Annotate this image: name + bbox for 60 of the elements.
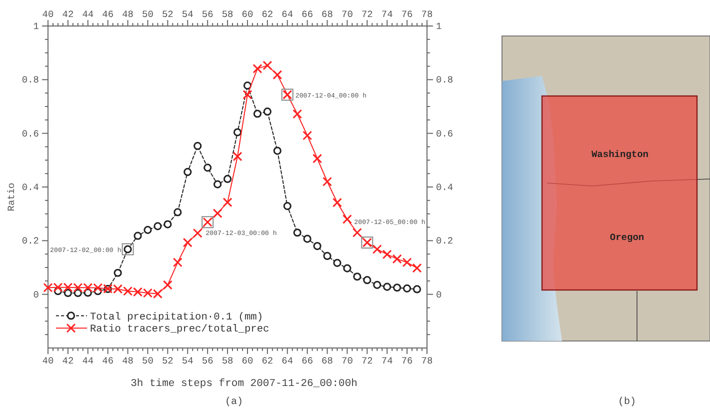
y2-tick-label: 0.6 xyxy=(436,128,454,140)
y2-tick-label: 0 xyxy=(436,289,442,300)
x-tick-label: 50 xyxy=(142,9,154,20)
y-tick-label: 0.4 xyxy=(22,182,40,194)
x-tick-label: 52 xyxy=(162,9,174,20)
x-tick-label: 62 xyxy=(262,9,274,20)
text: (b) xyxy=(618,396,636,408)
x-tick-label: 72 xyxy=(361,9,374,20)
x2-tick-label: 50 xyxy=(142,356,154,367)
x-tick-label: 68 xyxy=(322,9,334,20)
x2-tick-label: 78 xyxy=(421,356,433,367)
y2-tick-label: 1 xyxy=(436,21,442,32)
x-tick-label: 40 xyxy=(42,9,54,20)
x-tick-label: 78 xyxy=(421,9,433,20)
y-tick-label: 0.6 xyxy=(22,128,40,140)
x2-tick-label: 74 xyxy=(381,356,394,367)
x2-tick-label: 46 xyxy=(102,356,114,367)
x-tick-label: 74 xyxy=(381,9,394,20)
y-tick-label: 1 xyxy=(33,21,40,32)
x-tick-label: 66 xyxy=(302,9,314,20)
text: Oregon xyxy=(610,232,644,243)
y-tick-label: 0.8 xyxy=(22,74,40,86)
x2-tick-label: 42 xyxy=(62,356,74,367)
x2-tick-label: 62 xyxy=(262,356,274,367)
legend-label: Ratio tracers_prec/total_prec xyxy=(90,324,270,336)
x2-tick-label: 52 xyxy=(162,356,174,367)
x-axis-title: 3h time steps from 2007-11-26_00:00h xyxy=(130,378,358,390)
x2-tick-label: 44 xyxy=(82,356,94,367)
x2-tick-label: 76 xyxy=(401,356,414,367)
x-tick-label: 42 xyxy=(62,9,74,20)
y2-tick-label: 0.8 xyxy=(436,74,454,86)
x2-tick-label: 64 xyxy=(282,356,294,367)
x-tick-label: 58 xyxy=(222,9,234,20)
x-tick-label: 56 xyxy=(202,9,214,20)
x2-tick-label: 72 xyxy=(361,356,374,367)
y2-tick-label: 0.2 xyxy=(436,236,454,247)
x2-tick-label: 66 xyxy=(302,356,314,367)
x2-tick-label: 70 xyxy=(342,356,354,367)
y-tick-label: 0 xyxy=(33,289,40,300)
x2-tick-label: 48 xyxy=(122,356,134,367)
x2-tick-label: 40 xyxy=(42,356,54,367)
x2-tick-label: 68 xyxy=(322,356,334,367)
y-axis-title: Ratio xyxy=(6,182,17,212)
y2-tick-label: 0.4 xyxy=(436,182,454,194)
x-tick-label: 76 xyxy=(401,9,414,20)
x2-tick-label: 56 xyxy=(202,356,214,367)
x2-tick-label: 54 xyxy=(182,356,194,367)
text: (a) xyxy=(224,396,244,408)
x-tick-label: 44 xyxy=(82,9,94,20)
text: Washington xyxy=(591,149,649,160)
x-tick-label: 48 xyxy=(122,9,134,20)
legend-label: Total precipitation·0.1 (mm) xyxy=(90,311,264,324)
x-tick-label: 46 xyxy=(102,9,114,20)
y-tick-label: 0.2 xyxy=(22,236,40,247)
x2-tick-label: 58 xyxy=(222,356,234,367)
x-tick-label: 64 xyxy=(282,9,294,20)
x-tick-label: 54 xyxy=(182,9,194,20)
x2-tick-label: 60 xyxy=(242,356,254,367)
x-tick-label: 60 xyxy=(242,9,254,20)
x-tick-label: 70 xyxy=(342,9,354,20)
